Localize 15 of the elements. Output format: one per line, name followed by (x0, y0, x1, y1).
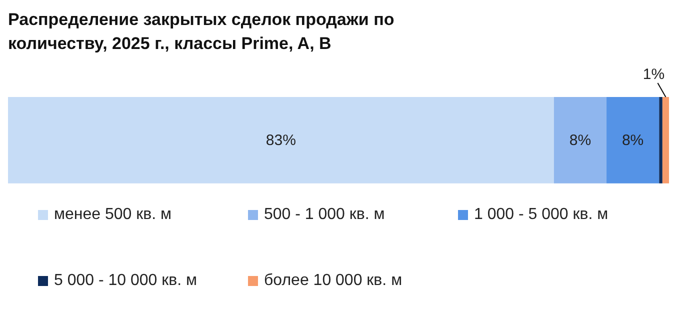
bar (606, 97, 660, 184)
bar (662, 97, 669, 184)
data-label: 83% (266, 132, 296, 150)
bar (659, 97, 662, 184)
legend-label: менее 500 кв. м (53, 206, 173, 224)
bar (554, 97, 607, 184)
data-label: 8% (569, 132, 592, 150)
data-label: 1% (642, 66, 665, 83)
bar (8, 97, 554, 184)
legend-label: 1 000 - 5 000 кв. м (473, 206, 610, 224)
legend-label: 5 000 - 10 000 кв. м (53, 272, 198, 290)
data-label: 8% (622, 132, 644, 150)
legend-label: 500 - 1 000 кв. м (263, 206, 386, 224)
legend-label: более 10 000 кв. м (263, 272, 404, 290)
chart-title: Распределение закрытых сделок продажи по количеству, 2025 г., классы Prime, A, B (8, 9, 396, 55)
